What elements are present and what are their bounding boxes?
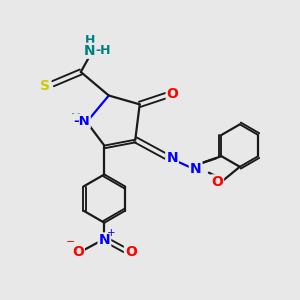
Text: H: H	[85, 34, 95, 47]
Text: +: +	[106, 228, 115, 238]
Text: O: O	[167, 87, 178, 101]
Text: O: O	[211, 176, 223, 189]
Text: H: H	[70, 112, 80, 125]
Text: N: N	[166, 151, 178, 165]
Text: -H: -H	[96, 44, 111, 57]
Text: N: N	[190, 161, 202, 176]
Text: -N: -N	[73, 115, 90, 128]
Text: O: O	[125, 244, 137, 259]
Text: N: N	[84, 44, 95, 58]
Text: −: −	[66, 238, 76, 248]
Text: N: N	[98, 233, 110, 248]
Text: S: S	[40, 79, 50, 93]
Text: O: O	[72, 244, 84, 259]
